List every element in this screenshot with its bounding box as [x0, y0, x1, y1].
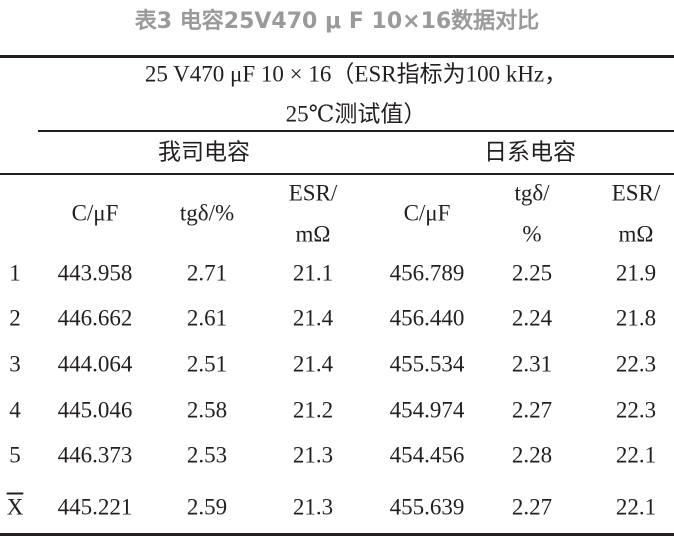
- cell: 2.61: [186, 305, 228, 331]
- row-label: 1: [9, 260, 21, 286]
- cell: 22.1: [615, 494, 657, 520]
- cell: 456.789: [389, 260, 465, 286]
- caption-rule: [38, 130, 674, 132]
- cell: 21.3: [292, 442, 334, 468]
- row-label: 5: [9, 442, 21, 468]
- column-header: C/μF: [71, 200, 119, 226]
- group-header: 日系电容: [484, 139, 576, 166]
- column-header: ESR/: [288, 180, 338, 206]
- cell: 454.974: [389, 397, 465, 423]
- cell: 21.3: [292, 494, 334, 520]
- caption-line: 25 V470 μF 10 × 16（ESR指标为100 kHz，: [144, 61, 568, 87]
- cell: 2.59: [186, 494, 228, 520]
- column-header: mΩ: [618, 221, 654, 247]
- row-label: 3: [9, 351, 21, 377]
- cell: 2.25: [511, 260, 553, 286]
- cell: 21.2: [292, 397, 334, 423]
- bottom-rule: [0, 533, 674, 536]
- caption-line: 25℃测试值）: [285, 101, 427, 127]
- top-rule: [0, 55, 674, 58]
- cell: 22.3: [615, 397, 657, 423]
- cell: 456.440: [389, 305, 465, 331]
- cell: 455.639: [389, 494, 465, 520]
- cell: 2.27: [511, 494, 553, 520]
- cell: 21.1: [292, 260, 334, 286]
- cell: 21.8: [615, 305, 657, 331]
- column-header: ESR/: [611, 180, 661, 206]
- cell: 21.4: [292, 305, 334, 331]
- cell: 21.9: [615, 260, 657, 286]
- cell: 2.53: [186, 442, 228, 468]
- cell: 22.1: [615, 442, 657, 468]
- row-label: 2: [9, 305, 21, 331]
- row-label: X: [6, 494, 24, 520]
- cell: 2.31: [511, 351, 553, 377]
- cell: 2.27: [511, 397, 553, 423]
- header-rule: [0, 173, 674, 175]
- cell: 21.4: [292, 351, 334, 377]
- cell: 454.456: [389, 442, 465, 468]
- cell: 2.51: [186, 351, 228, 377]
- cell: 446.373: [57, 442, 133, 468]
- column-header: tgδ/: [514, 180, 550, 206]
- column-header: C/μF: [403, 200, 451, 226]
- cell: 445.046: [57, 397, 133, 423]
- cell: 444.064: [57, 351, 133, 377]
- group-header: 我司电容: [158, 139, 250, 166]
- cell: 2.71: [186, 260, 228, 286]
- cell: 22.3: [615, 351, 657, 377]
- cell: 445.221: [57, 494, 133, 520]
- cell: 455.534: [389, 351, 465, 377]
- cell: 2.58: [186, 397, 228, 423]
- column-header: tgδ/%: [179, 200, 235, 226]
- table-title: 表3 电容25V470 μ F 10×16数据对比: [134, 9, 540, 34]
- cell: 2.24: [511, 305, 553, 331]
- column-header: %: [522, 221, 542, 247]
- column-header: mΩ: [295, 221, 331, 247]
- cell: 446.662: [57, 305, 133, 331]
- cell: 2.28: [511, 442, 553, 468]
- cell: 443.958: [57, 260, 133, 286]
- row-label: 4: [9, 397, 21, 423]
